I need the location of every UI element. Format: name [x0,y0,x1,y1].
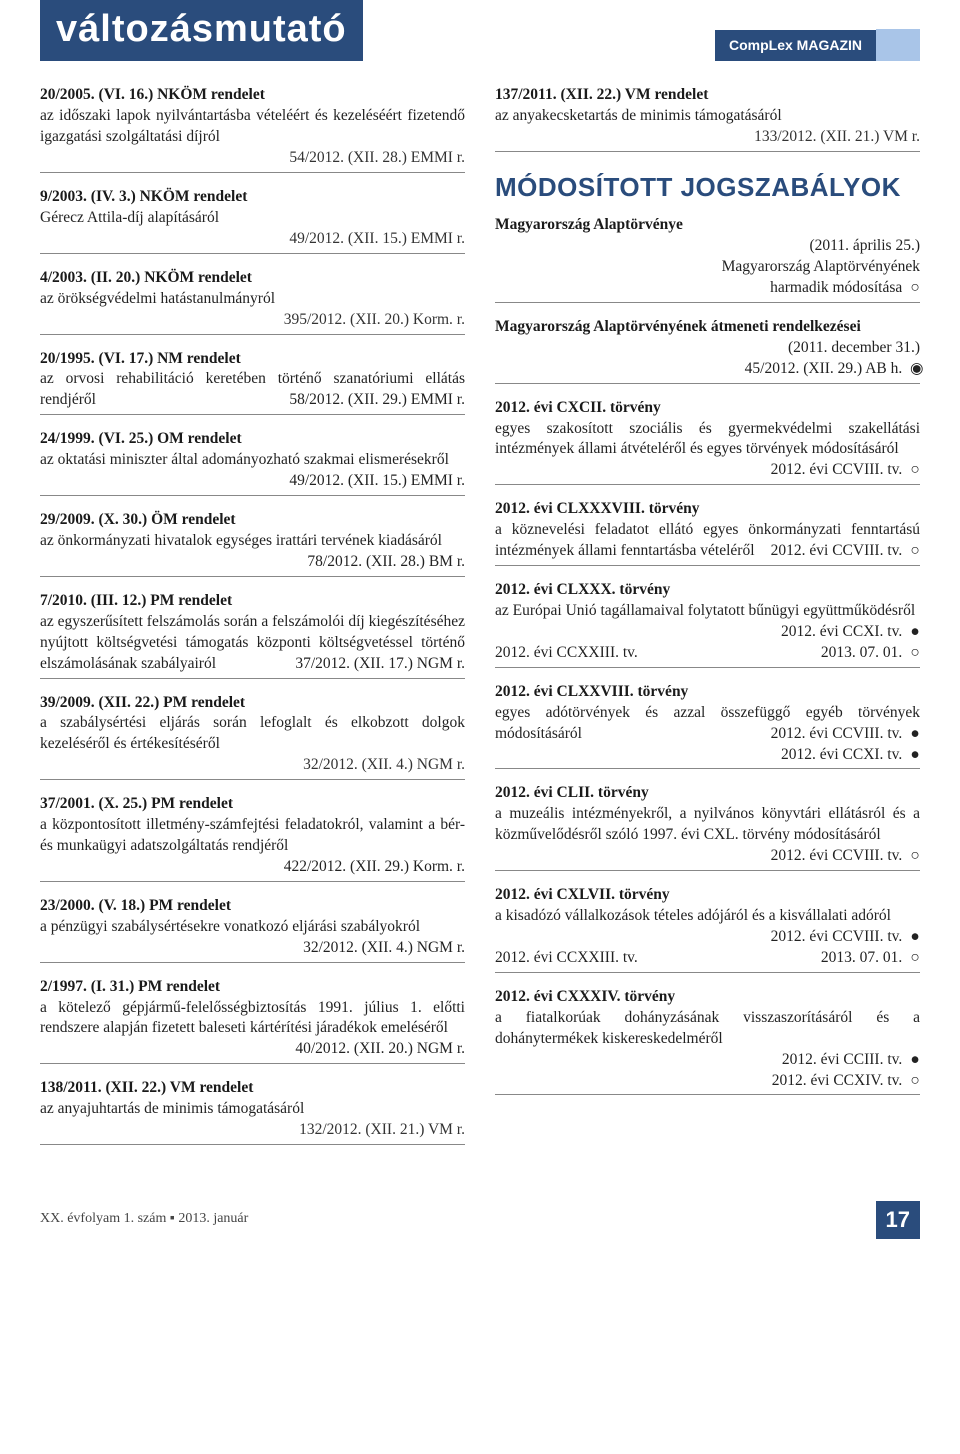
entry: 2012. évi CXXXIV. törvénya fiatalkorúak … [495,987,920,1096]
entry-line: (2011. április 25.) [495,236,920,257]
entry-body: az anyajuhtartás de minimis támogatásáró… [40,1099,465,1120]
entry-body: az Európai Unió tagállamaival folytatott… [495,601,920,622]
entry-title: 2012. évi CLXXX. törvény [495,580,920,601]
entry: 137/2011. (XII. 22.) VM rendelet az anya… [495,85,920,152]
entry-body: a köznevelési feladatot ellátó egyes önk… [495,520,920,562]
entry-body: az egyszerűsített felszámolás során a fe… [40,612,465,675]
entry-ref: 395/2012. (XII. 20.) Korm. r. [40,310,465,331]
entry: 20/1995. (VI. 17.) NM rendelet az orvosi … [40,349,465,416]
entry-title: 2012. évi CXXXIV. törvény [495,987,920,1008]
entry-line: (2011. december 31.) [495,338,920,359]
entry-body: az önkormányzati hivatalok egységes irat… [40,531,465,552]
entry: 39/2009. (XII. 22.) PM rendelet a szabály… [40,693,465,781]
entry-body: egyes adótörvények és azzal összefüggő e… [495,703,920,745]
entry-title: 137/2011. (XII. 22.) VM rendelet [495,86,708,103]
entry: 29/2009. (X. 30.) ÖM rendelet az önkormán… [40,510,465,577]
entry-title: 2012. évi CLXXXVIII. törvény [495,499,920,520]
right-column: 137/2011. (XII. 22.) VM rendelet az anya… [495,85,920,1159]
entry-extra-line: 2012. évi CCXI. tv. ● [495,745,920,766]
section-heading: MÓDOSÍTOTT JOGSZABÁLYOK [495,170,920,205]
entry-title: 23/2000. (V. 18.) PM rendelet [40,897,231,914]
entry-title: 39/2009. (XII. 22.) PM rendelet [40,694,245,711]
entry-title: 20/2005. (VI. 16.) NKÖM rendelet [40,86,265,103]
entry-title: 20/1995. (VI. 17.) NM rendelet [40,350,241,367]
entry-body: az időszaki lapok nyilvántartásba vételé… [40,106,465,148]
entry: 2012. évi CLII. törvénya muzeális intézm… [495,783,920,871]
entry-line: harmadik módosítása ○ [495,278,920,299]
entry-line: 45/2012. (XII. 29.) AB h. ◉ [495,359,920,380]
header-stripe [876,29,920,61]
entry-body: az anyakecsketartás de minimis támogatás… [495,106,920,127]
entry-body: az oktatási miniszter által adományozhat… [40,450,465,471]
entry-ref: 54/2012. (XII. 28.) EMMI r. [40,148,465,169]
entry: 138/2011. (XII. 22.) VM rendelet az anyaj… [40,1078,465,1145]
entry-ref: 49/2012. (XII. 15.) EMMI r. [40,229,465,250]
footer: XX. évfolyam 1. szám ▪ 2013. január 17 [40,1189,920,1239]
entry-title: 7/2010. (III. 12.) PM rendelet [40,592,232,609]
footer-left: XX. évfolyam 1. szám ▪ 2013. január [40,1210,248,1229]
entry: Magyarország Alaptörvényének átmeneti re… [495,317,920,384]
entry-title: 24/1999. (VI. 25.) OM rendelet [40,430,242,447]
left-column: 20/2005. (VI. 16.) NKÖM rendelet az idősz… [40,85,465,1159]
entry-body: az örökségvédelmi hatástanulmányról [40,289,465,310]
entry: 2/1997. (I. 31.) PM rendelet a kötelező g… [40,977,465,1065]
entry-body: a fiatalkorúak dohányzásának visszaszorí… [495,1008,920,1050]
entry-extra-line: 2012. évi CCXXIII. tv.2013. 07. 01. ○ [495,948,920,969]
entry-ref: 132/2012. (XII. 21.) VM r. [40,1120,465,1141]
entry-body: a kötelező gépjármű-felelősségbiztosítás… [40,998,465,1040]
entry-body: a kisadózó vállalkozások tételes adójáró… [495,906,920,927]
entry: 2012. évi CLXXXVIII. törvénya köznevelés… [495,499,920,566]
entry-title: Magyarország Alaptörvénye [495,215,920,236]
entry-body: az orvosi rehabilitáció keretében történ… [40,369,465,411]
entry-title: 138/2011. (XII. 22.) VM rendelet [40,1079,253,1096]
entry-title: 9/2003. (IV. 3.) NKÖM rendelet [40,188,247,205]
entry: 7/2010. (III. 12.) PM rendelet az egyszer… [40,591,465,679]
entry-ref: 133/2012. (XII. 21.) VM r. [495,127,920,148]
entry-ref: 32/2012. (XII. 4.) NGM r. [40,755,465,776]
entry-extra-line: 2012. évi CCXXIII. tv.2013. 07. 01. ○ [495,643,920,664]
entry: 23/2000. (V. 18.) PM rendelet a pénzügyi … [40,896,465,963]
magazine-label: CompLex MAGAZIN [715,30,876,61]
entry-body: Gérecz Attila-díj alapításáról [40,208,465,229]
entry-title: 2012. évi CLII. törvény [495,783,920,804]
entry-line: 2012. évi CCIII. tv. ● [495,1050,920,1071]
entry-title: 37/2001. (X. 25.) PM rendelet [40,795,233,812]
entry: 2012. évi CLXXX. törvényaz Európai Unió … [495,580,920,668]
entry-line: 2012. évi CCXIV. tv. ○ [495,1071,920,1092]
entry-title: 2/1997. (I. 31.) PM rendelet [40,978,220,995]
entry: 4/2003. (II. 20.) NKÖM rendelet az öröksé… [40,268,465,335]
entry-title: 2012. évi CLXXVIII. törvény [495,682,920,703]
entry-body: a muzeális intézményekről, a nyilvános k… [495,804,920,846]
entry-body: egyes szakosított szociális és gyermekvé… [495,419,920,461]
entry-title: 2012. évi CXLVII. törvény [495,885,920,906]
entry-body: a szabálysértési eljárás során lefoglalt… [40,713,465,755]
entry-body: a központosított illetmény-számfejtési f… [40,815,465,857]
entry-title: 4/2003. (II. 20.) NKÖM rendelet [40,269,252,286]
entry: 9/2003. (IV. 3.) NKÖM rendelet Gérecz Att… [40,187,465,254]
entry: Magyarország Alaptörvénye(2011. április … [495,215,920,303]
page-number: 17 [876,1201,920,1239]
entry: 2012. évi CXLVII. törvénya kisadózó váll… [495,885,920,973]
entry-title: 2012. évi CXCII. törvény [495,398,920,419]
entry-line: Magyarország Alaptörvényének [495,257,920,278]
page-title: változásmutató [40,0,363,61]
entry-title: 29/2009. (X. 30.) ÖM rendelet [40,511,236,528]
entry-body: a pénzügyi szabálysértésekre vonatkozó e… [40,917,465,938]
entry: 20/2005. (VI. 16.) NKÖM rendelet az idősz… [40,85,465,173]
entry: 24/1999. (VI. 25.) OM rendelet az oktatás… [40,429,465,496]
entry: 2012. évi CLXXVIII. törvényegyes adótörv… [495,682,920,770]
entry-title: Magyarország Alaptörvényének átmeneti re… [495,317,920,338]
entry: 2012. évi CXCII. törvényegyes szakosítot… [495,398,920,486]
header-bar: változásmutató CompLex MAGAZIN [40,0,920,61]
entry: 37/2001. (X. 25.) PM rendelet a központos… [40,794,465,882]
